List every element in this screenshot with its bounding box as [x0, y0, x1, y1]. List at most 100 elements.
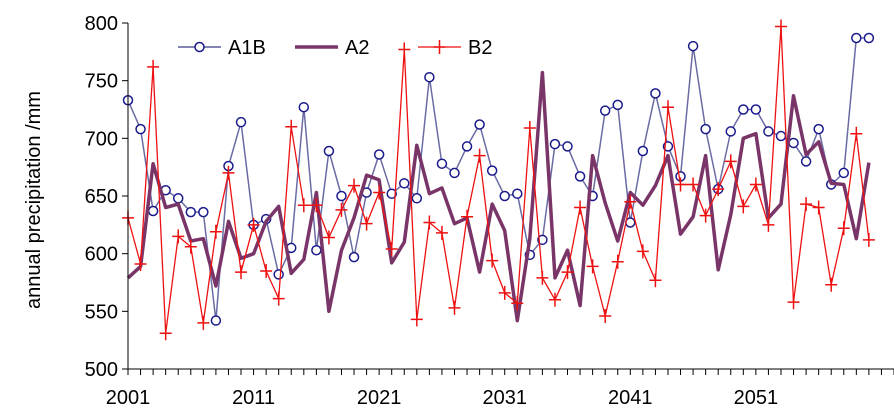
data-point-a1b: [637, 145, 649, 157]
data-point-b2: [322, 230, 335, 245]
data-point-b2: [461, 209, 474, 224]
data-point-a1b: [424, 71, 435, 83]
y-tick-label: 700: [85, 128, 118, 150]
data-point-a1b: [210, 315, 222, 326]
data-point-b2: [800, 197, 813, 212]
legend-item-a2: A2: [295, 37, 369, 59]
data-point-b2: [511, 296, 524, 311]
series-a2: [126, 70, 871, 323]
data-point-b2: [272, 291, 285, 306]
data-point-a1b: [512, 188, 523, 199]
data-point-a1b: [461, 141, 473, 152]
data-point-a1b: [348, 251, 360, 263]
data-point-a1b: [851, 32, 862, 44]
data-point-b2: [812, 200, 825, 215]
data-point-a1b: [775, 130, 787, 142]
data-point-b2: [486, 253, 499, 268]
data-point-a1b: [399, 178, 410, 189]
data-point-b2: [561, 265, 574, 280]
data-point-b2: [159, 326, 172, 341]
data-point-b2: [385, 242, 398, 257]
legend-marker-b2: [433, 40, 446, 54]
data-point-b2: [649, 273, 662, 288]
data-point-a1b: [537, 234, 548, 246]
data-point-b2: [373, 185, 386, 200]
data-point-b2: [762, 217, 775, 232]
y-tick-label: 600: [85, 244, 118, 266]
data-point-b2: [473, 148, 486, 163]
x-tick-label: 2021: [357, 387, 402, 409]
data-point-a1b: [235, 116, 247, 128]
data-point-b2: [737, 199, 750, 214]
legend-item-b2: B2: [418, 37, 492, 59]
data-point-b2: [661, 100, 674, 115]
data-point-a1b: [574, 171, 586, 182]
data-point-b2: [674, 177, 687, 192]
data-point-a1b: [863, 32, 875, 44]
data-point-a1b: [738, 104, 749, 115]
legend-item-a1b: A1B: [178, 37, 266, 59]
data-point-b2: [523, 120, 536, 135]
data-point-a1b: [198, 206, 209, 218]
data-point-b2: [209, 224, 222, 239]
x-tick-label: 2041: [608, 387, 653, 409]
data-point-a1b: [788, 137, 799, 149]
data-point-b2: [435, 225, 448, 240]
data-point-a1b: [486, 165, 498, 176]
data-point-b2: [850, 126, 863, 141]
data-point-a1b: [612, 99, 623, 111]
data-point-a1b: [147, 205, 159, 217]
data-point-b2: [348, 178, 361, 193]
data-point-a1b: [750, 104, 762, 115]
data-point-b2: [699, 208, 712, 223]
legend-label-a2: A2: [345, 37, 369, 59]
data-point-a1b: [411, 193, 423, 204]
data-point-b2: [586, 259, 599, 274]
data-point-b2: [862, 232, 875, 247]
axes-layer: 500 550 600 650 700 750 800 2001 2011 2021 2031 204…: [85, 13, 894, 409]
data-point-a1b: [436, 158, 448, 169]
data-point-b2: [611, 254, 624, 269]
data-point-a1b: [650, 88, 661, 99]
data-point-a1b: [838, 167, 850, 179]
data-point-a1b: [323, 145, 335, 157]
x-tick-label: 2031: [482, 387, 527, 409]
data-point-b2: [197, 315, 210, 330]
data-point-a1b: [687, 40, 699, 52]
data-point-b2: [310, 198, 323, 213]
series-a1b: [122, 32, 875, 326]
data-point-a1b: [599, 105, 611, 116]
data-point-b2: [599, 308, 612, 323]
legend: A1B A2 B2: [178, 37, 492, 59]
data-point-a1b: [449, 167, 460, 179]
data-point-b2: [184, 239, 197, 254]
data-point-b2: [247, 217, 260, 232]
data-point-b2: [749, 177, 762, 192]
data-point-a1b: [763, 126, 774, 137]
data-point-a1b: [700, 123, 711, 135]
data-point-b2: [335, 202, 348, 217]
data-point-a1b: [499, 190, 510, 202]
data-point-b2: [636, 244, 649, 259]
data-point-a1b: [298, 101, 310, 113]
legend-label-b2: B2: [468, 37, 492, 59]
legend-marker-a1b: [194, 41, 205, 53]
legend-label-a1b: A1B: [228, 37, 266, 59]
series-line-a2: [126, 70, 871, 323]
data-point-b2: [574, 200, 587, 215]
data-point-b2: [687, 177, 700, 192]
data-point-b2: [423, 215, 436, 230]
data-point-b2: [134, 257, 147, 272]
y-tick-label: 550: [85, 301, 118, 323]
data-point-a1b: [311, 244, 322, 256]
data-point-a1b: [336, 190, 347, 202]
x-tick-label: 2051: [734, 387, 779, 409]
data-point-b2: [448, 300, 461, 315]
data-point-b2: [712, 182, 725, 197]
y-tick-label: 750: [85, 71, 118, 93]
x-tick-label: 2001: [106, 387, 151, 409]
data-point-a1b: [172, 193, 184, 204]
data-point-a1b: [549, 138, 561, 150]
x-tick-label: 2011: [232, 387, 275, 409]
